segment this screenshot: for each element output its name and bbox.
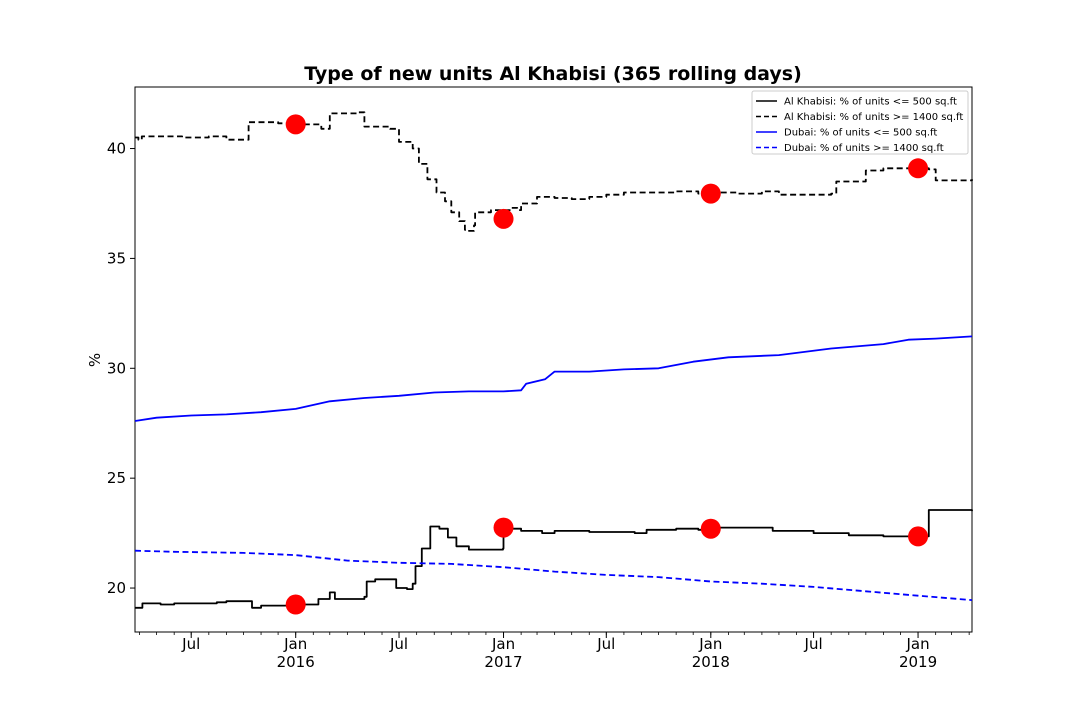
x-tick-year-label: 2017 <box>484 653 522 671</box>
x-tick-label: Jan <box>283 635 307 653</box>
highlight-marker <box>908 158 929 179</box>
x-tick-label: Jan <box>905 635 929 653</box>
highlight-marker <box>908 526 929 547</box>
series-line-2 <box>135 111 973 232</box>
y-tick-label: 30 <box>107 359 126 377</box>
series-line-3 <box>134 335 973 422</box>
marker-layer <box>285 114 929 615</box>
x-tick-label: Jul <box>389 635 408 653</box>
x-tick-year-label: 2019 <box>899 653 937 671</box>
x-tick-label: Jul <box>181 635 200 653</box>
series-line-4 <box>134 549 973 601</box>
series-layer <box>134 111 973 609</box>
x-tick-label: Jan <box>491 635 515 653</box>
legend-entries: Al Khabisi: % of units <= 500 sq.ft Al Kh… <box>756 97 963 154</box>
plot-frame <box>134 86 973 633</box>
highlight-marker <box>700 518 721 539</box>
x-tick-label: Jan <box>698 635 722 653</box>
highlight-marker <box>285 114 306 135</box>
y-tick-label: 20 <box>107 579 126 597</box>
legend-box <box>751 90 969 155</box>
y-axis: % 20 25 30 35 40 <box>86 140 135 597</box>
y-tick-label: 40 <box>107 140 126 158</box>
legend-label: Al Khabisi: % of units >= 1400 sq.ft <box>784 112 963 123</box>
x-tick-label: Jul <box>804 635 823 653</box>
legend-label: Dubai: % of units <= 500 sq.ft <box>784 128 937 139</box>
legend-label: Al Khabisi: % of units <= 500 sq.ft <box>784 97 957 108</box>
y-tick-label: 35 <box>107 249 126 267</box>
legend: Al Khabisi: % of units <= 500 sq.ft Al Kh… <box>751 90 969 155</box>
x-tick-year-label: 2018 <box>692 653 730 671</box>
series-line-1 <box>135 509 973 609</box>
chart-title: Type of new units Al Khabisi (365 rollin… <box>304 63 802 85</box>
legend-label: Dubai: % of units >= 1400 sq.ft <box>784 143 944 154</box>
highlight-marker <box>493 208 514 229</box>
y-axis-label: % <box>86 353 104 367</box>
highlight-marker <box>493 517 514 538</box>
highlight-marker <box>285 594 306 615</box>
y-tick-label: 25 <box>107 469 126 487</box>
x-tick-year-label: 2016 <box>277 653 315 671</box>
plot-area <box>134 86 973 633</box>
x-tick-label: Jul <box>596 635 615 653</box>
highlight-marker <box>700 183 721 204</box>
